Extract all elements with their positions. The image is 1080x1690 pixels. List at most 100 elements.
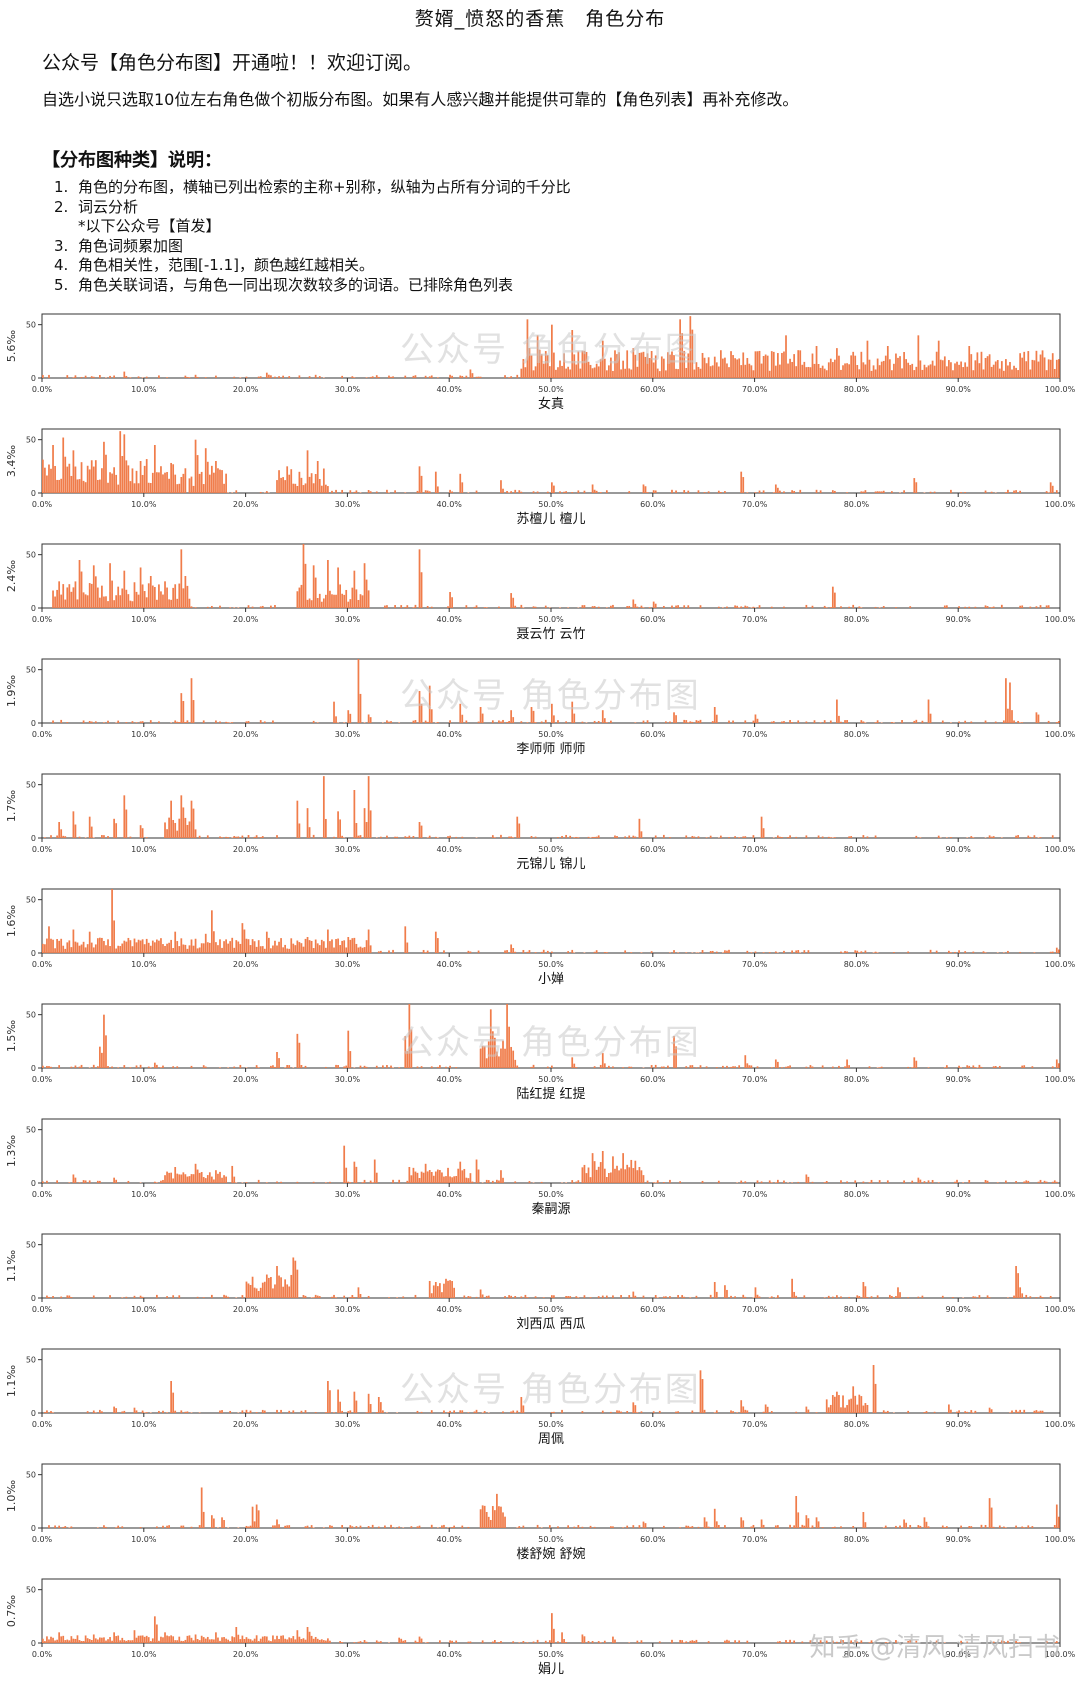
bar [710, 1295, 712, 1298]
bar [248, 1639, 250, 1643]
bar [46, 1410, 48, 1413]
bar [834, 1527, 836, 1528]
bar [115, 823, 117, 838]
bar [869, 1066, 871, 1068]
bar [643, 484, 645, 493]
bar [1036, 712, 1038, 723]
bar [156, 600, 158, 608]
bar [1001, 837, 1003, 838]
bar [863, 721, 865, 723]
bar [429, 1170, 431, 1183]
bar [109, 376, 111, 378]
bar [297, 1034, 299, 1068]
bar [525, 1295, 527, 1298]
bar [237, 607, 239, 608]
bar [553, 715, 555, 723]
y-axis-label: 1.0‰ [5, 1480, 18, 1512]
bar [468, 1642, 470, 1643]
bar [549, 366, 551, 378]
bar [610, 1526, 612, 1528]
bar [136, 942, 138, 953]
bar [52, 445, 54, 493]
bar [327, 486, 329, 493]
bar [197, 1170, 199, 1183]
bar [966, 1065, 968, 1068]
bar [260, 720, 262, 723]
bar [830, 721, 832, 723]
bar [594, 837, 596, 838]
bar [946, 366, 948, 378]
bar [305, 1410, 307, 1413]
y-tick-label: 0 [31, 489, 36, 498]
bar [435, 472, 437, 493]
bar [358, 659, 360, 723]
bar [288, 1411, 290, 1413]
bar [95, 1638, 97, 1643]
bar [66, 722, 68, 723]
bar [734, 605, 736, 608]
x-tick-label: 10.0% [131, 1535, 157, 1544]
bar [1056, 722, 1058, 723]
bar [301, 1065, 303, 1068]
bar [439, 1640, 441, 1643]
bar [822, 1065, 824, 1068]
bar [612, 371, 614, 378]
bar [657, 1180, 659, 1183]
bar [60, 479, 62, 493]
x-tick-label: 40.0% [436, 615, 462, 624]
bar [970, 836, 972, 838]
bar [1054, 1525, 1056, 1528]
bar [860, 720, 862, 723]
bar [447, 1527, 449, 1528]
chart-panel-1: 0503.4‰0.0%10.0%20.0%30.0%40.0%50.0%60.0… [0, 425, 1080, 540]
bar [327, 930, 329, 953]
bar [834, 491, 836, 493]
bar [75, 1178, 77, 1183]
x-tick-label: 100.0% [1045, 615, 1076, 624]
bar [429, 491, 431, 493]
bar [343, 1066, 345, 1068]
bar [787, 364, 789, 378]
bar [465, 605, 467, 608]
x-tick-label: 60.0% [640, 960, 666, 969]
bar [531, 355, 533, 378]
bar [50, 469, 52, 493]
bar [565, 835, 567, 838]
bar [484, 607, 486, 608]
bar [852, 1386, 854, 1413]
bar [728, 721, 730, 723]
bar [229, 941, 231, 953]
bar [736, 1182, 738, 1183]
bar [588, 1167, 590, 1183]
bar [840, 722, 842, 723]
notes-item: 3.角色词频累加图 [42, 237, 571, 257]
bar [842, 1395, 844, 1413]
bar [1052, 1066, 1054, 1068]
bar [130, 377, 132, 378]
bar [117, 1526, 119, 1528]
bar [624, 1169, 626, 1183]
bar [712, 365, 714, 378]
bar [136, 1410, 138, 1413]
bar [229, 607, 231, 608]
bar [840, 1180, 842, 1183]
bar [1029, 837, 1031, 838]
bar [319, 376, 321, 378]
bar [162, 1637, 164, 1643]
bar [461, 715, 463, 723]
bar [1058, 721, 1060, 723]
bar [189, 945, 191, 953]
bar [44, 1412, 46, 1413]
bar [704, 1410, 706, 1413]
bar [211, 1515, 213, 1528]
bar [209, 475, 211, 493]
bar [899, 1526, 901, 1528]
bar [696, 1296, 698, 1298]
bar [911, 1181, 913, 1183]
bar [366, 1412, 368, 1413]
bar [598, 607, 600, 608]
x-tick-label: 20.0% [233, 385, 259, 394]
bar [180, 1641, 182, 1643]
bar [75, 1639, 77, 1643]
bar [557, 1641, 559, 1643]
